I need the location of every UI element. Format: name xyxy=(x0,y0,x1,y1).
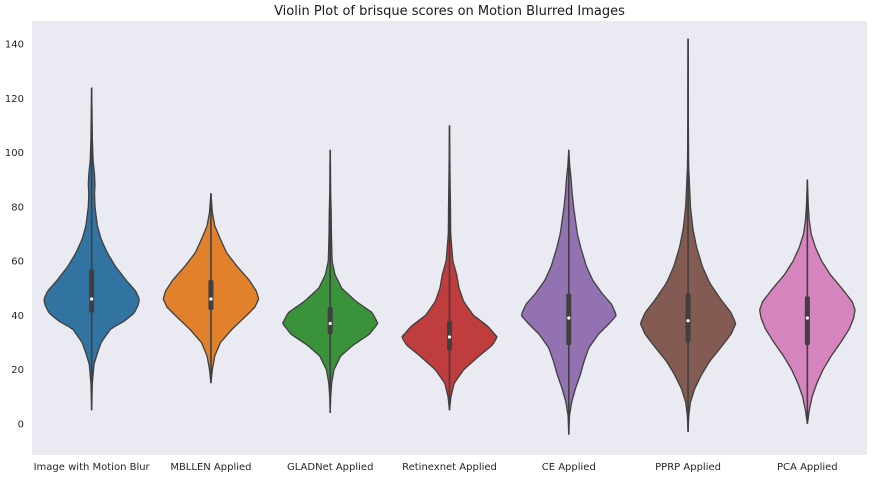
y-tick-label: 100 xyxy=(5,148,24,159)
y-tick-label: 0 xyxy=(18,419,24,430)
y-tick-label: 60 xyxy=(11,257,24,268)
x-tick-label: CE Applied xyxy=(542,462,596,473)
y-tick-label: 140 xyxy=(5,40,24,51)
y-tick-label: 80 xyxy=(11,202,24,213)
violin-iqr-box xyxy=(804,296,810,346)
violin-median xyxy=(567,316,571,320)
violin-median xyxy=(209,297,213,301)
violin-iqr-box xyxy=(89,269,95,313)
y-tick-label: 20 xyxy=(11,365,24,376)
y-axis-ticks: 0 20 40 60 80 100 120 140 xyxy=(5,40,24,431)
x-tick-label: PCA Applied xyxy=(777,462,838,473)
violin-median xyxy=(447,335,452,339)
x-tick-label: Image with Motion Blur xyxy=(34,462,151,473)
x-axis-ticks: Image with Motion Blur MBLLEN Applied GLAD… xyxy=(34,462,838,473)
violin-iqr-box xyxy=(208,280,214,310)
violin-iqr-box xyxy=(327,307,333,335)
y-tick-label: 120 xyxy=(5,94,24,105)
y-tick-label: 40 xyxy=(11,311,24,322)
violins xyxy=(43,38,856,435)
x-tick-label: GLADNet Applied xyxy=(287,462,373,473)
violin-median xyxy=(328,321,332,326)
x-tick-label: MBLLEN Applied xyxy=(170,462,251,473)
x-tick-label: PPRP Applied xyxy=(655,462,721,473)
violin-median xyxy=(805,316,809,320)
violin-median xyxy=(686,319,690,323)
x-tick-label: Retinexnet Applied xyxy=(402,462,497,473)
violin-iqr-box xyxy=(685,293,691,343)
chart-title: Violin Plot of brisque scores on Motion … xyxy=(274,4,625,19)
violin-median xyxy=(90,297,94,301)
